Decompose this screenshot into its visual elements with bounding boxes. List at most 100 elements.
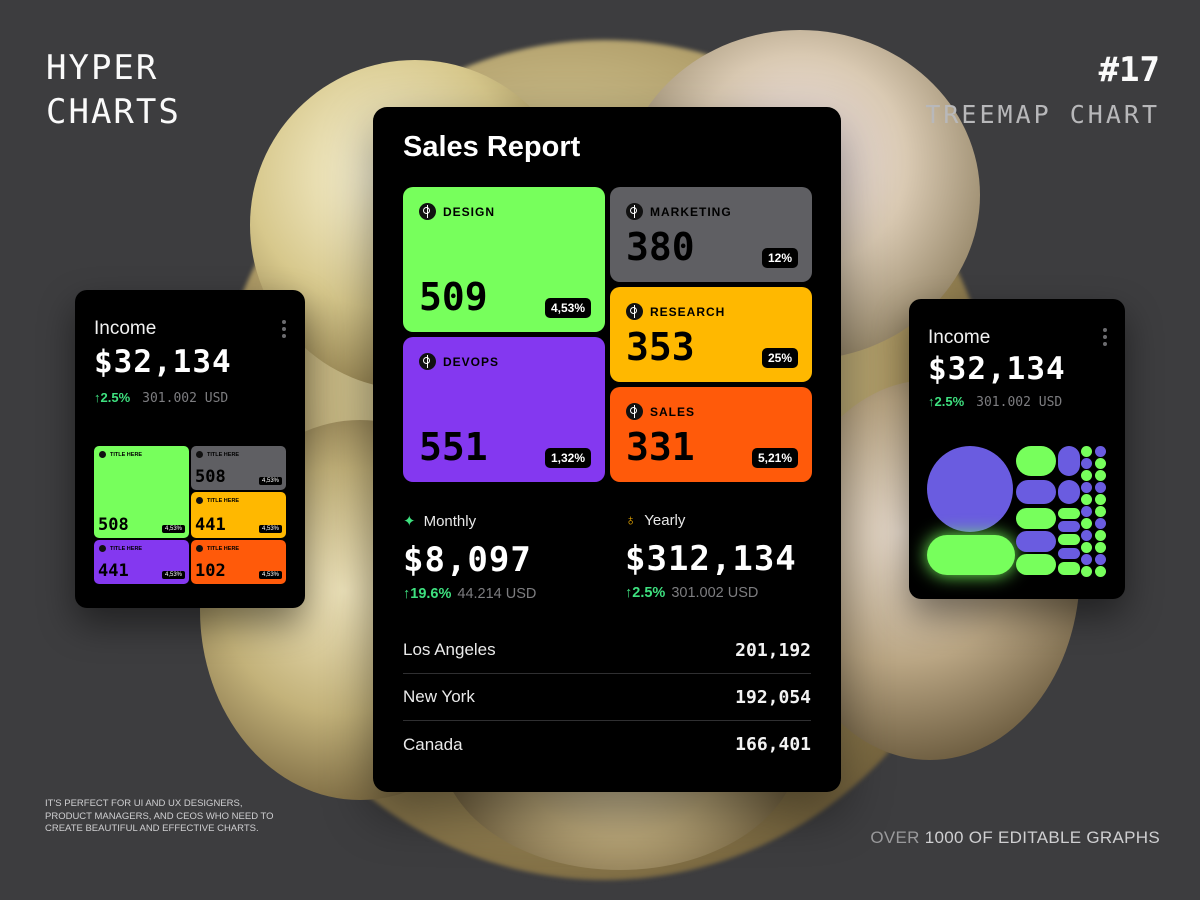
mini-tile-percent: 4,53% (258, 525, 282, 533)
bubble-shape (1016, 508, 1056, 529)
mini-tile-label: TITLE HERE (99, 451, 142, 458)
treemap-tile-name: RESEARCH (650, 304, 726, 319)
treemap-tile-marketing[interactable]: MARKETING 380 12% (610, 187, 812, 282)
target-icon (419, 353, 436, 370)
more-options-icon[interactable] (1103, 328, 1107, 349)
target-icon (626, 203, 643, 220)
bubble-shape (1081, 506, 1092, 517)
mini-treemap-tile[interactable]: TITLE HERE 508 4,53% (191, 446, 286, 490)
mini-treemap-tile[interactable]: TITLE HERE 441 4,53% (191, 492, 286, 538)
monthly-stat: ✦ Monthly $8,097 ↑19.6% 44.214 USD (403, 512, 536, 603)
treemap-tile-percent: 1,32% (544, 448, 591, 468)
location-name: Los Angeles (403, 640, 496, 659)
chart-number: #17 (1098, 50, 1160, 90)
footer-rest: 1000 OF EDITABLE GRAPHS (924, 828, 1160, 847)
treemap-tile-percent: 25% (761, 348, 798, 368)
treemap-tile-label: RESEARCH (626, 303, 725, 320)
bubble-shape (1058, 508, 1080, 519)
sparkle-icon: ✦ (403, 513, 416, 530)
target-icon (626, 303, 643, 320)
mini-treemap-tile[interactable]: TITLE HERE 102 4,53% (191, 540, 286, 584)
bubble-shape (1016, 480, 1056, 504)
location-list: Los Angeles 201,192 New York 192,054 Can… (403, 627, 811, 768)
mini-tile-value: 508 (98, 515, 129, 535)
treemap-tile-name: DESIGN (443, 204, 496, 219)
yearly-change: ↑2.5% (625, 585, 666, 601)
bubble-shape (1058, 446, 1080, 476)
treemap-tile-label: DESIGN (419, 203, 495, 220)
income-usd: 301.002 USD (142, 391, 229, 406)
location-row[interactable]: New York 192,054 (403, 674, 811, 721)
bubble-shape (1095, 566, 1106, 577)
bubble-shape (1095, 458, 1106, 469)
bubble-shape (1058, 480, 1080, 504)
income-value: $32,134 (94, 344, 232, 380)
target-icon (99, 451, 106, 458)
brand-line-2: CHARTS (46, 92, 181, 132)
footer-prefix: OVER (870, 828, 925, 847)
bubble-shape (1095, 446, 1106, 457)
mini-treemap-tile[interactable]: TITLE HERE 441 4,53% (94, 540, 189, 584)
bubble-shape (1095, 530, 1106, 541)
target-icon (419, 203, 436, 220)
mini-tile-label: TITLE HERE (196, 497, 239, 504)
location-value: 166,401 (735, 734, 811, 755)
sales-report-title: Sales Report (403, 131, 581, 163)
treemap-tile-value: 551 (419, 425, 488, 469)
income-usd: 301.002 USD (976, 395, 1063, 410)
target-icon (196, 451, 203, 458)
treemap-tile-value: 380 (626, 225, 695, 269)
bubble-shape (1081, 566, 1092, 577)
treemap-tile-research[interactable]: RESEARCH 353 25% (610, 287, 812, 382)
bubble-shape (1095, 506, 1106, 517)
bubble-shape (1016, 531, 1056, 552)
bubble-shape (927, 535, 1015, 575)
location-row[interactable]: Canada 166,401 (403, 721, 811, 768)
treemap-tile-value: 331 (626, 425, 695, 469)
treemap-tile-label: DEVOPS (419, 353, 499, 370)
target-icon (99, 545, 106, 552)
location-name: Canada (403, 734, 463, 754)
target-icon (196, 497, 203, 504)
bubble-shape (1058, 534, 1080, 545)
location-value: 201,192 (735, 639, 811, 661)
yearly-value: $312,134 (625, 539, 797, 579)
tagline: IT'S PERFECT FOR UI AND UX DESIGNERS, PR… (45, 798, 274, 834)
sales-report-card[interactable]: Sales Report DESIGN 509 4,53% MARKETING 380 1… (373, 107, 841, 792)
bubble-shape (1081, 518, 1092, 529)
target-icon (626, 403, 643, 420)
bubble-shape (1058, 562, 1080, 575)
treemap-tile-value: 509 (419, 275, 488, 319)
brand-title: HYPER CHARTS (46, 46, 181, 134)
income-card-right[interactable]: Income $32,134 ↑2.5% 301.002 USD (909, 299, 1125, 599)
location-value: 192,054 (735, 686, 811, 708)
treemap-tile-design[interactable]: DESIGN 509 4,53% (403, 187, 605, 332)
bubble-shape (1081, 446, 1092, 457)
treemap-tile-name: SALES (650, 404, 696, 419)
bubble-shape (1095, 494, 1106, 505)
mini-tile-name: TITLE HERE (110, 545, 143, 552)
mini-tile-percent: 4,53% (161, 525, 185, 533)
treemap-tile-devops[interactable]: DEVOPS 551 1,32% (403, 337, 605, 482)
brand-line-1: HYPER (46, 48, 159, 88)
yearly-stat: ♁ Yearly $312,134 ↑2.5% 301.002 USD (625, 512, 797, 601)
bubble-shape (1016, 554, 1056, 575)
income-card-left[interactable]: Income $32,134 ↑2.5% 301.002 USD TITLE HE… (75, 290, 305, 608)
bubble-shape (927, 446, 1013, 532)
more-options-icon[interactable] (282, 320, 286, 341)
bubble-shape (1095, 542, 1106, 553)
bubble-shape (1095, 554, 1106, 565)
treemap-tile-sales[interactable]: SALES 331 5,21% (610, 387, 812, 482)
mini-treemap-tile[interactable]: TITLE HERE 508 4,53% (94, 446, 189, 538)
mini-tile-value: 441 (195, 515, 226, 535)
treemap-tile-percent: 4,53% (544, 298, 591, 318)
mini-tile-percent: 4,53% (258, 571, 282, 579)
bubble-shape (1081, 482, 1092, 493)
bubble-shape (1081, 530, 1092, 541)
treemap-tile-value: 353 (626, 325, 695, 369)
chart-type-title: TREEMAP CHART (925, 100, 1160, 129)
monthly-change: ↑19.6% (403, 586, 452, 602)
bubble-shape (1058, 548, 1080, 559)
location-row[interactable]: Los Angeles 201,192 (403, 627, 811, 674)
bubble-shape (1081, 494, 1092, 505)
